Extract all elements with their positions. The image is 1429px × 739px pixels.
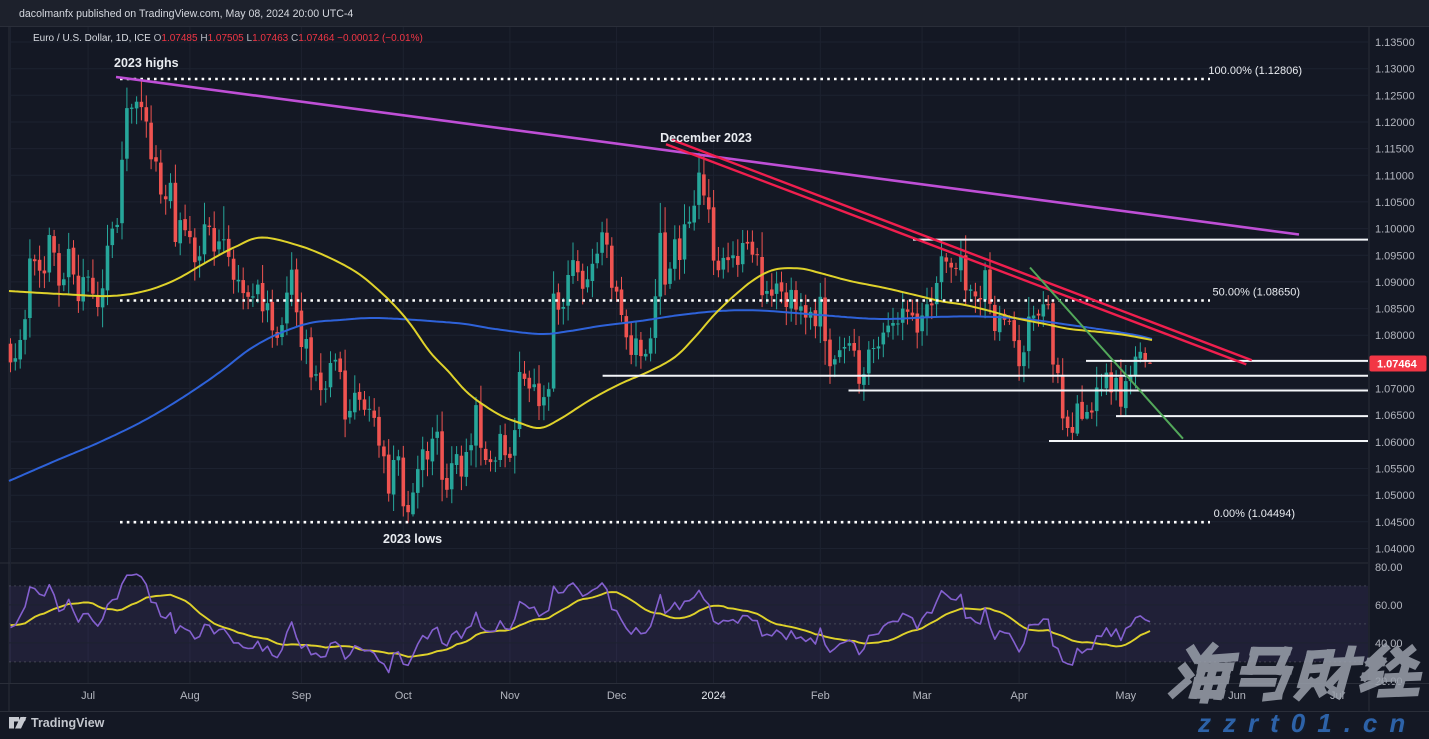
svg-text:1.07464: 1.07464 <box>1377 359 1418 371</box>
svg-text:1.09000: 1.09000 <box>1375 277 1415 289</box>
svg-text:1.06000: 1.06000 <box>1375 437 1415 449</box>
svg-text:Jul: Jul <box>81 690 95 702</box>
svg-text:Mar: Mar <box>913 690 932 702</box>
svg-text:2023 highs: 2023 highs <box>114 56 179 70</box>
svg-text:1.05000: 1.05000 <box>1375 490 1415 502</box>
svg-text:80.00: 80.00 <box>1375 562 1403 574</box>
svg-text:1.11000: 1.11000 <box>1375 170 1414 182</box>
svg-text:Aug: Aug <box>180 690 200 702</box>
svg-text:60.00: 60.00 <box>1375 600 1403 612</box>
svg-text:1.12500: 1.12500 <box>1375 90 1415 102</box>
svg-text:Apr: Apr <box>1011 690 1028 702</box>
svg-text:zzrt01.cn: zzrt01.cn <box>1197 708 1417 738</box>
svg-text:Sep: Sep <box>292 690 312 702</box>
svg-text:1.06500: 1.06500 <box>1375 410 1415 422</box>
svg-text:zzrt01.cn: zzrt01.cn <box>1199 710 1419 739</box>
svg-text:Feb: Feb <box>811 690 830 702</box>
svg-text:1.09500: 1.09500 <box>1375 250 1415 262</box>
svg-text:1.07000: 1.07000 <box>1375 384 1415 396</box>
svg-text:TradingView: TradingView <box>31 716 105 730</box>
svg-text:1.08500: 1.08500 <box>1375 304 1415 316</box>
svg-text:1.10000: 1.10000 <box>1375 224 1415 236</box>
svg-text:1.13000: 1.13000 <box>1375 64 1415 76</box>
svg-text:Nov: Nov <box>500 690 520 702</box>
svg-text:1.08000: 1.08000 <box>1375 330 1415 342</box>
svg-text:2023 lows: 2023 lows <box>383 532 442 546</box>
svg-text:Euro / U.S. Dollar, 1D, ICE O1: Euro / U.S. Dollar, 1D, ICE O1.07485 H1.… <box>33 33 423 44</box>
svg-text:1.04500: 1.04500 <box>1375 517 1415 529</box>
svg-text:1.04000: 1.04000 <box>1375 544 1415 556</box>
svg-text:1.05500: 1.05500 <box>1375 464 1415 476</box>
svg-text:1.13500: 1.13500 <box>1375 37 1415 49</box>
svg-text:Jun: Jun <box>1228 690 1246 702</box>
svg-text:Oct: Oct <box>395 690 412 702</box>
svg-text:2024: 2024 <box>701 690 725 702</box>
svg-text:Dec: Dec <box>607 690 627 702</box>
svg-text:0.00% (1.04494): 0.00% (1.04494) <box>1214 508 1295 520</box>
svg-text:May: May <box>1115 690 1136 702</box>
svg-text:50.00% (1.08650): 50.00% (1.08650) <box>1213 287 1300 299</box>
svg-text:dacolmanfx published on Tradin: dacolmanfx published on TradingView.com,… <box>19 8 353 20</box>
svg-text:1.12000: 1.12000 <box>1375 117 1415 129</box>
svg-text:1.11500: 1.11500 <box>1375 144 1414 156</box>
svg-text:100.00% (1.12806): 100.00% (1.12806) <box>1208 65 1302 77</box>
svg-text:December 2023: December 2023 <box>660 131 752 145</box>
svg-text:1.10500: 1.10500 <box>1375 197 1415 209</box>
